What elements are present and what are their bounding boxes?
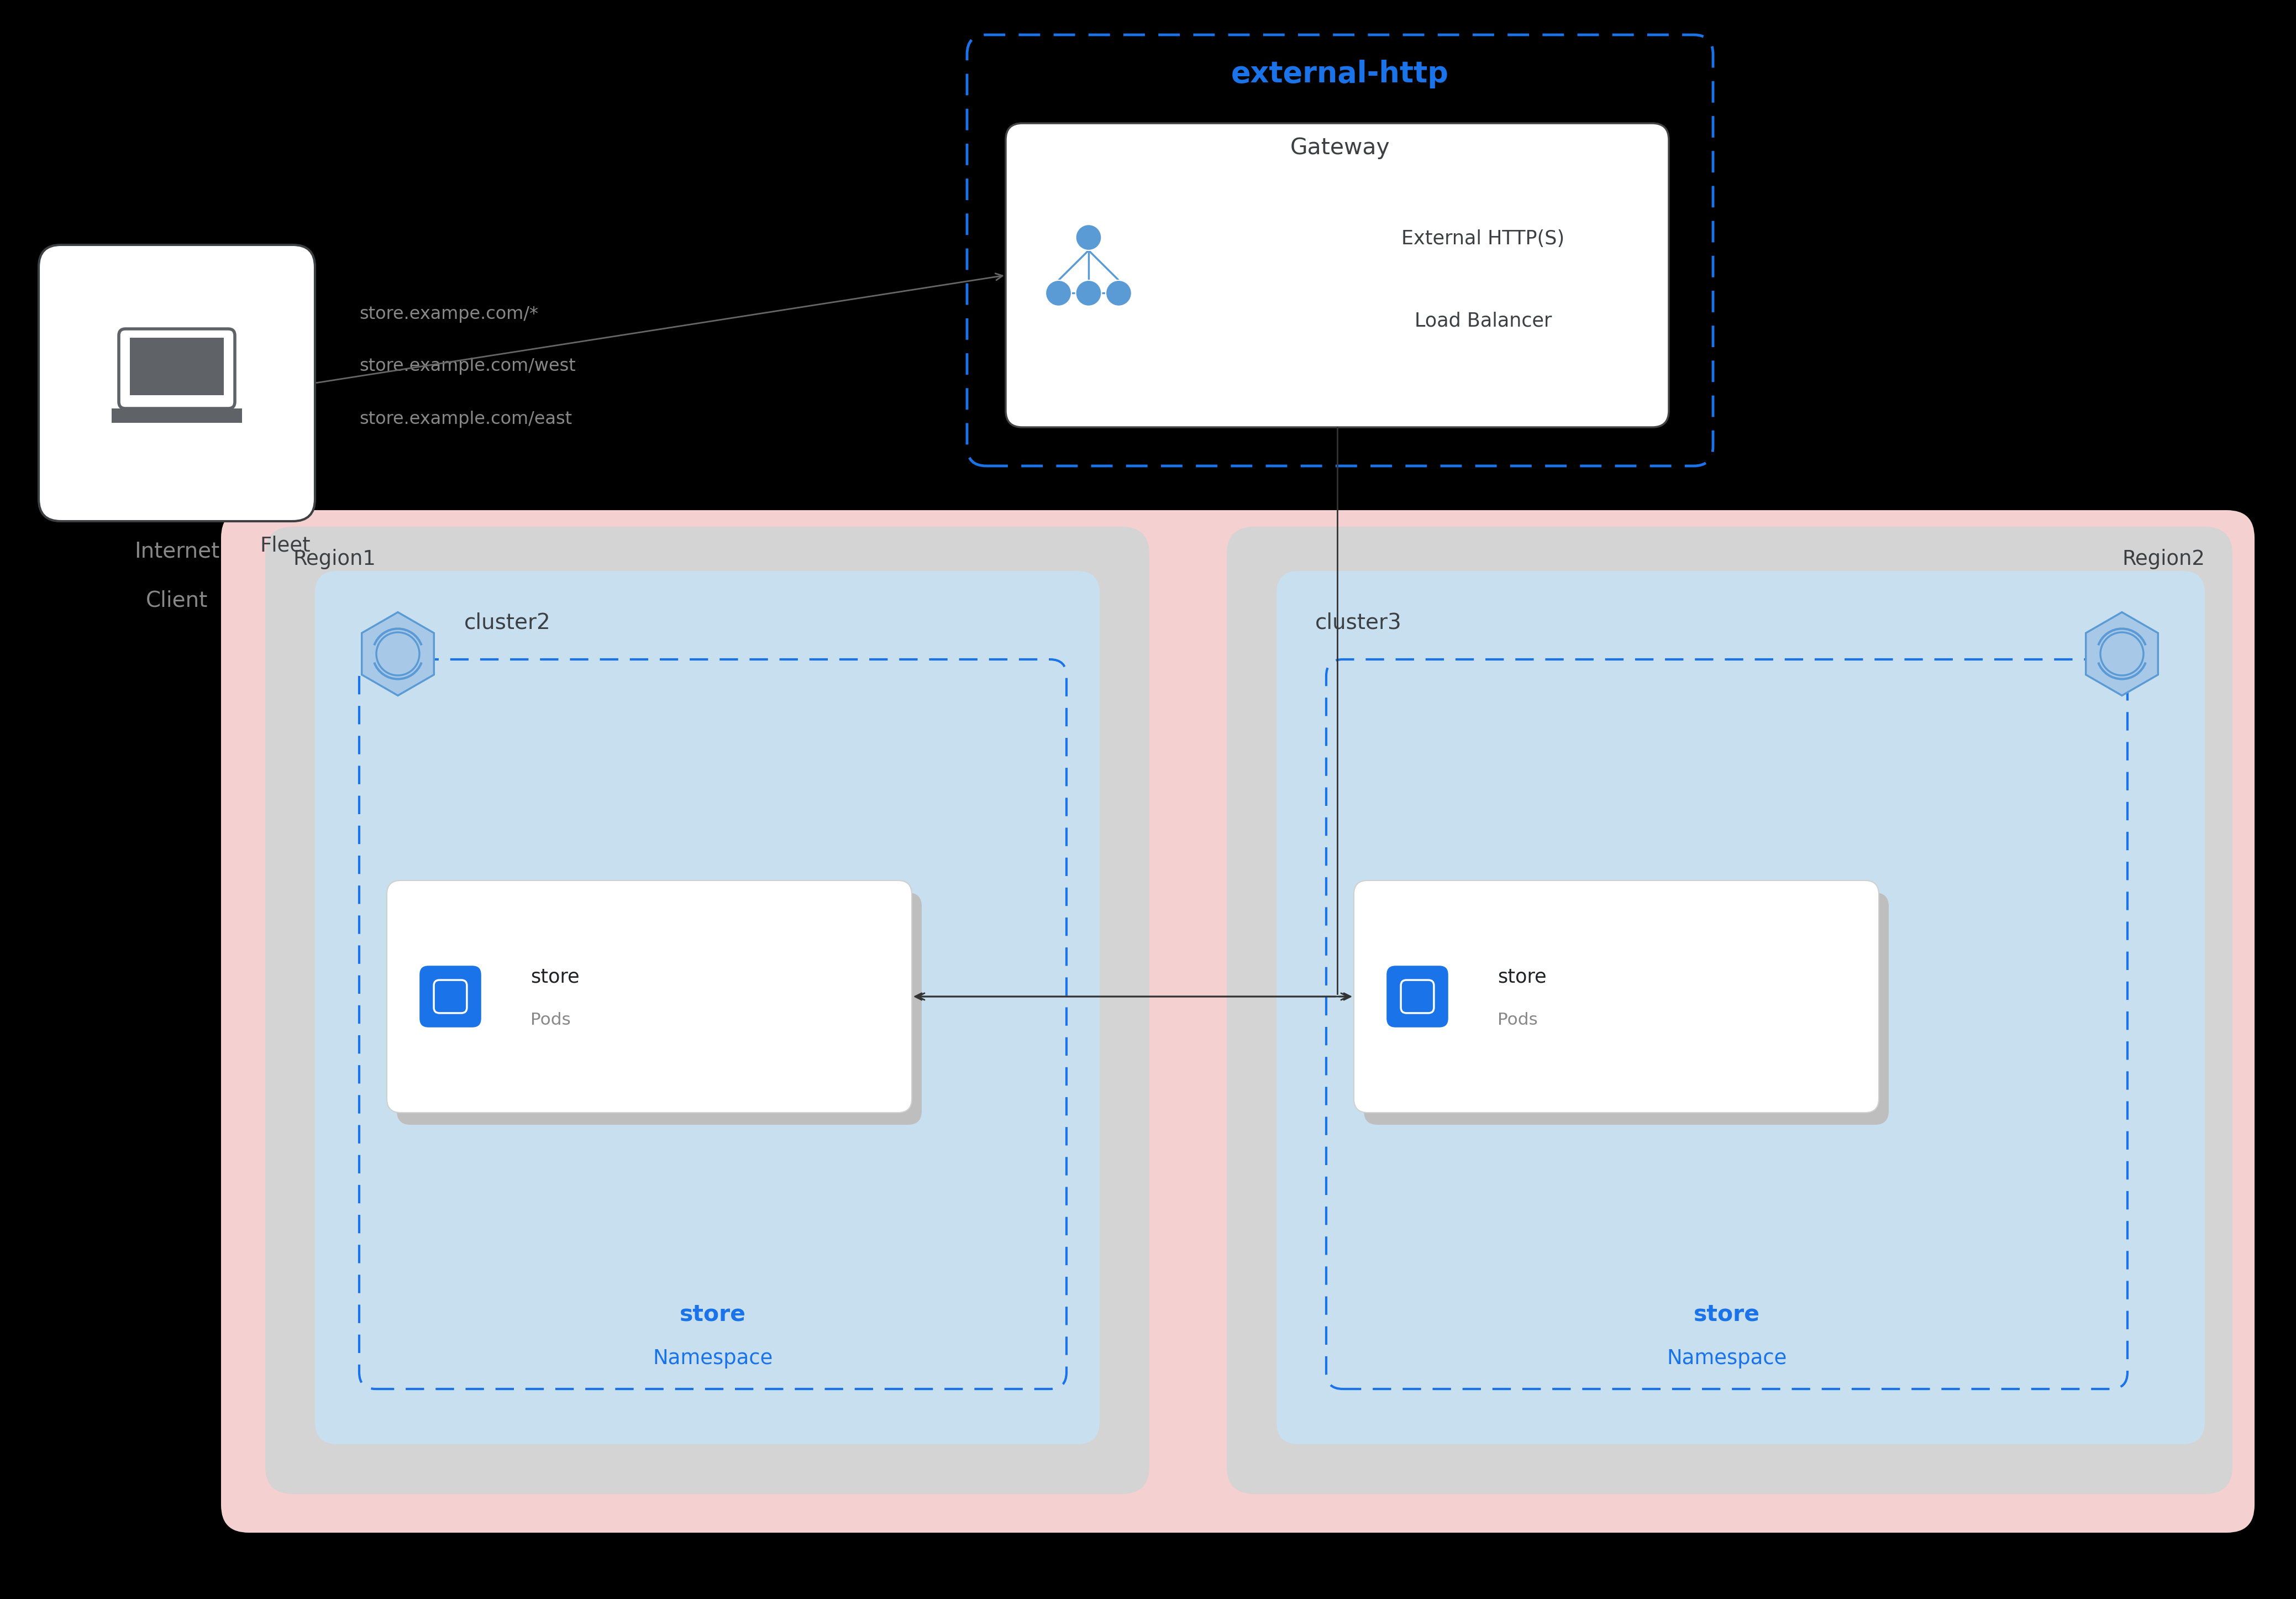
Polygon shape: [363, 612, 434, 696]
Text: cluster3: cluster3: [1316, 612, 1403, 633]
FancyBboxPatch shape: [1006, 123, 1669, 427]
Text: store: store: [1694, 1303, 1761, 1326]
Text: Load Balancer: Load Balancer: [1414, 312, 1552, 331]
FancyBboxPatch shape: [1384, 964, 1449, 1028]
FancyBboxPatch shape: [418, 964, 482, 1028]
Text: External HTTP(S): External HTTP(S): [1401, 229, 1564, 248]
Text: Pods: Pods: [1497, 1012, 1538, 1028]
FancyBboxPatch shape: [220, 510, 2255, 1533]
Circle shape: [1075, 224, 1102, 251]
FancyBboxPatch shape: [1364, 892, 1890, 1124]
Text: store: store: [1497, 967, 1548, 987]
Text: cluster2: cluster2: [464, 612, 551, 633]
FancyBboxPatch shape: [119, 329, 234, 408]
Text: external-http: external-http: [1231, 59, 1449, 88]
FancyBboxPatch shape: [113, 408, 241, 422]
Text: Region1: Region1: [294, 548, 377, 569]
Text: Namespace: Namespace: [652, 1348, 774, 1369]
Text: Namespace: Namespace: [1667, 1348, 1786, 1369]
Text: store.example.com/east: store.example.com/east: [358, 411, 572, 427]
Circle shape: [1045, 280, 1072, 305]
Text: Gateway: Gateway: [1290, 138, 1389, 160]
Text: Internet: Internet: [133, 540, 220, 561]
Text: store: store: [530, 967, 579, 987]
FancyBboxPatch shape: [397, 892, 921, 1124]
FancyBboxPatch shape: [1226, 526, 2232, 1493]
Text: Region2: Region2: [2122, 548, 2204, 569]
Text: store.exampe.com/*: store.exampe.com/*: [358, 305, 537, 323]
Circle shape: [1107, 280, 1132, 305]
Text: Pods: Pods: [530, 1012, 572, 1028]
Text: Fleet: Fleet: [259, 536, 310, 555]
FancyBboxPatch shape: [386, 881, 912, 1113]
FancyBboxPatch shape: [1355, 881, 1878, 1113]
FancyBboxPatch shape: [266, 526, 1150, 1493]
FancyBboxPatch shape: [131, 337, 223, 395]
Circle shape: [1075, 280, 1102, 305]
FancyBboxPatch shape: [1277, 571, 2204, 1444]
Text: store.example.com/west: store.example.com/west: [358, 358, 576, 376]
Text: Client: Client: [147, 590, 209, 611]
FancyBboxPatch shape: [39, 245, 315, 521]
FancyBboxPatch shape: [315, 571, 1100, 1444]
Polygon shape: [2085, 612, 2158, 696]
Text: store: store: [680, 1303, 746, 1326]
